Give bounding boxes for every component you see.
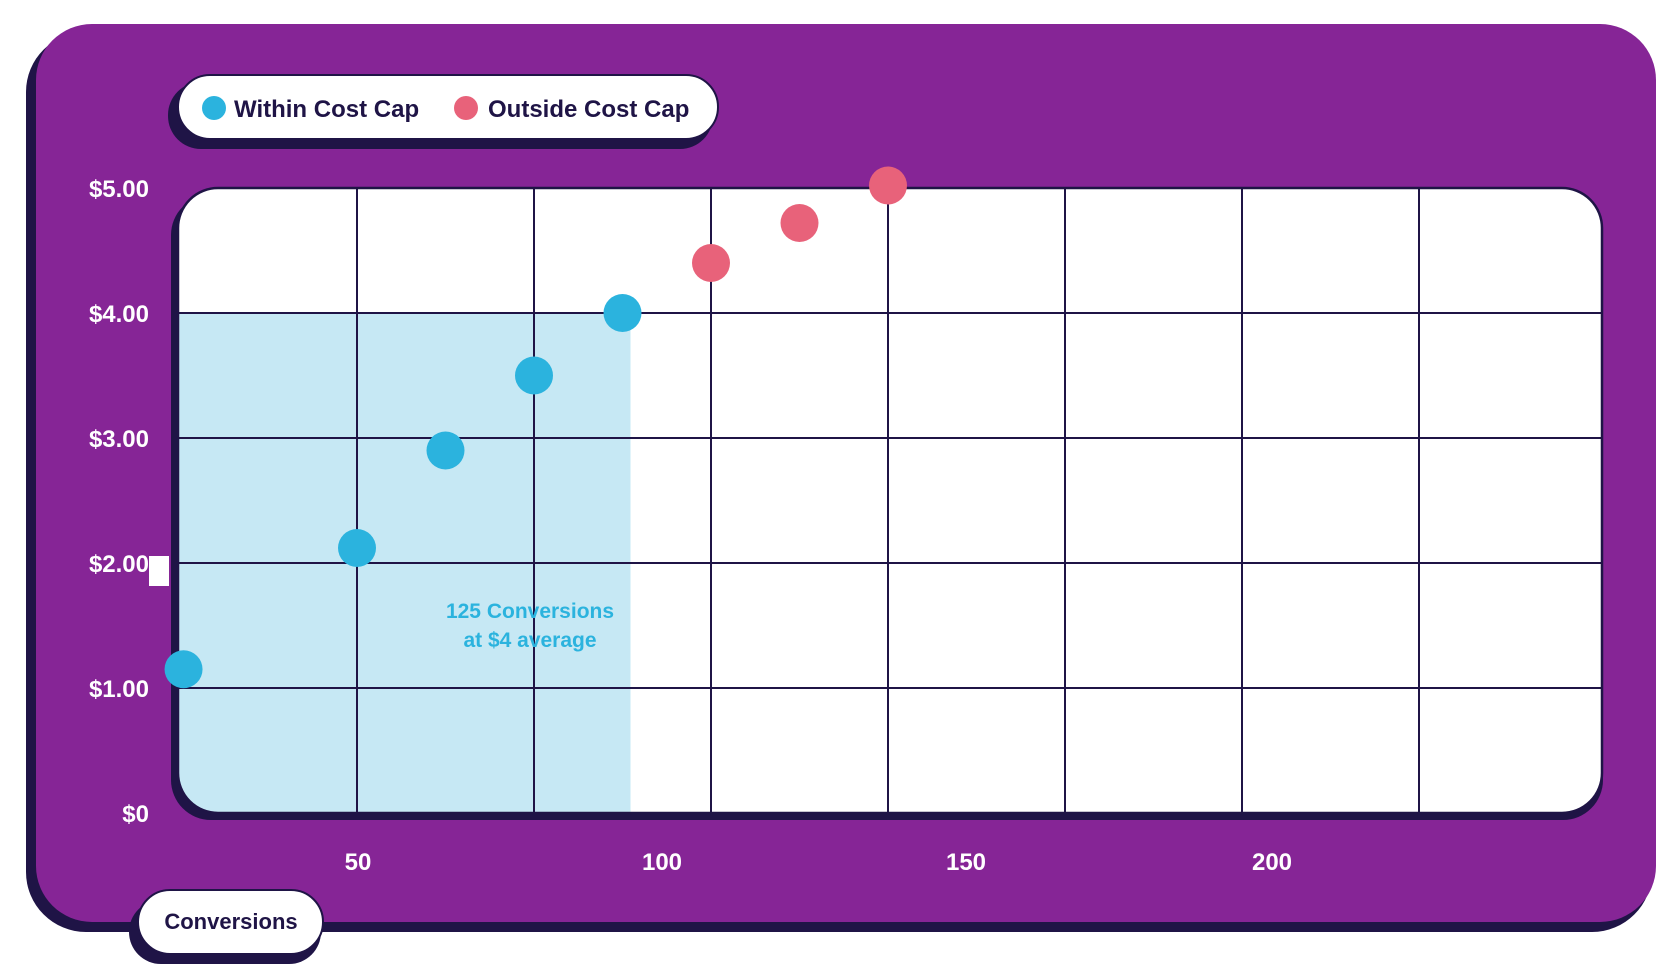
x-tick-label: 150	[946, 849, 986, 876]
x-tick-label: 200	[1252, 849, 1292, 876]
point-outside-cost-cap	[692, 244, 730, 282]
y-tick-label: $0	[122, 801, 149, 828]
legend-label-within: Within Cost Cap	[234, 96, 419, 123]
y-tick-label: $5.00	[89, 176, 149, 203]
data-points	[164, 166, 907, 689]
y-tick-label: $4.00	[89, 301, 149, 328]
x-tick-label: 100	[642, 849, 682, 876]
point-within-cost-cap	[603, 294, 642, 332]
x-axis-label: Conversions	[129, 889, 324, 964]
y-tick-label: $3.00	[89, 426, 149, 453]
x-tick-label: 50	[345, 849, 372, 876]
legend-marker-outside	[454, 96, 478, 120]
point-within-cost-cap	[164, 650, 203, 689]
y-tick-label: $2.00	[89, 551, 149, 578]
x-axis-title: Conversions	[164, 909, 297, 934]
y-axis-ticks: $0 $1.00 $2.00 $3.00 $4.00 $5.00	[89, 176, 149, 828]
annotation-line-2: at $4 average	[463, 629, 596, 652]
legend-label-outside: Outside Cost Cap	[488, 96, 689, 123]
legend-marker-within	[202, 96, 226, 120]
legend: Within Cost Cap Outside Cost Cap	[168, 74, 719, 149]
point-within-cost-cap	[338, 529, 376, 567]
point-outside-cost-cap	[869, 166, 907, 205]
axis-marker	[149, 556, 169, 586]
grid-lines	[178, 188, 1602, 813]
x-axis-ticks: 50 100 150 200	[345, 849, 1292, 876]
point-within-cost-cap	[426, 431, 465, 470]
point-within-cost-cap	[515, 356, 553, 395]
point-outside-cost-cap	[780, 204, 819, 242]
annotation-line-1: 125 Conversions	[446, 600, 614, 623]
y-tick-label: $1.00	[89, 676, 149, 703]
